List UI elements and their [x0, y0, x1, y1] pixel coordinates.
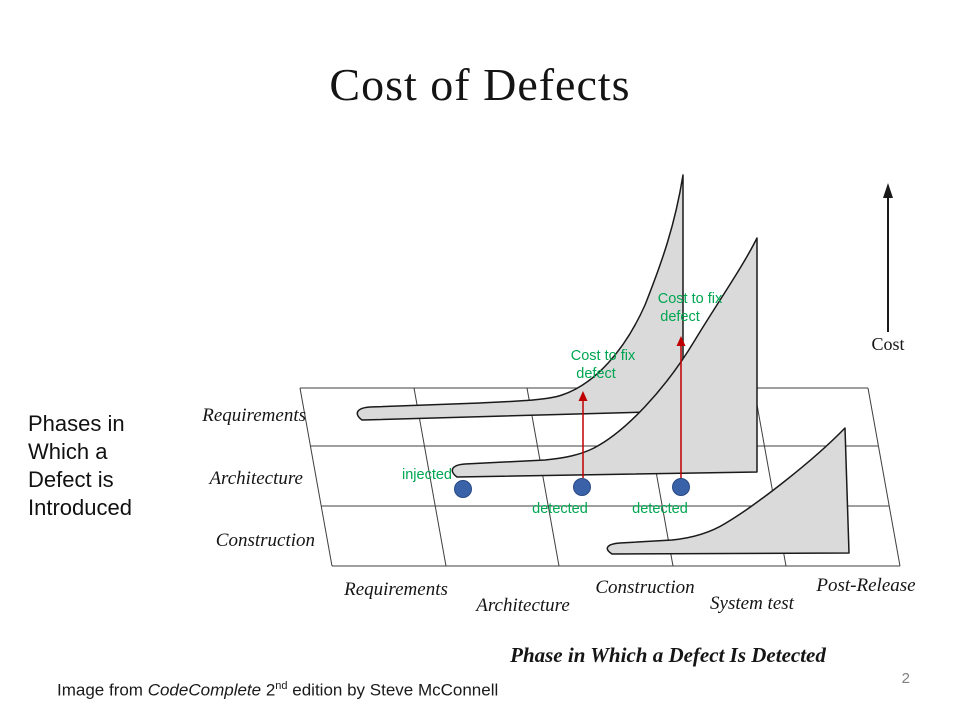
attribution: Image from CodeComplete 2nd edition by S…: [57, 680, 498, 701]
column-label-system-test: System test: [710, 593, 795, 614]
cost-axis-arrow: [883, 183, 893, 332]
cost-to-fix-label-2-line1: Cost to fix: [658, 291, 723, 307]
attribution-edition-number: 2: [261, 680, 276, 700]
phase-introduced-caption: Phases in Which a Defect is Introduced: [28, 411, 132, 520]
fix-arrow-head-1: [578, 391, 588, 401]
cost-to-fix-label-2-line2: defect: [660, 309, 700, 325]
cost-to-fix-label-1-line2: defect: [576, 366, 616, 382]
row-label-requirements: Requirements: [201, 405, 306, 426]
injected-label: injected: [402, 467, 452, 483]
column-label-requirements: Requirements: [343, 579, 448, 600]
page-number: 2: [901, 670, 910, 687]
attribution-prefix: Image from: [57, 680, 148, 700]
attribution-book-title: CodeComplete: [147, 680, 262, 700]
cost-curve-requirements: [356, 174, 684, 421]
cost-axis-label: Cost: [871, 334, 904, 354]
grid-column-line: [867, 387, 901, 567]
cost-curves: [356, 174, 850, 555]
column-label-construction: Construction: [595, 577, 694, 598]
column-label-architecture: Architecture: [474, 595, 570, 616]
defect-dot-detected-2: [672, 478, 690, 496]
grid-column-line: [526, 387, 560, 567]
detected-label-1: detected: [532, 501, 588, 517]
cost-axis-arrowhead: [883, 183, 893, 198]
row-label-construction: Construction: [216, 530, 315, 551]
defect-dot-detected-1: [573, 478, 591, 496]
defect-dot-injected: [454, 480, 472, 498]
attribution-suffix: edition by Steve McConnell: [287, 680, 499, 700]
green-annotations: Cost to fix defect Cost to fix defect in…: [402, 291, 723, 517]
attribution-edition-ordinal: nd: [275, 680, 288, 692]
fix-arrow-head-2: [676, 336, 686, 346]
row-labels: Requirements Architecture Construction: [201, 405, 315, 551]
defect-dots: [454, 478, 690, 498]
cost-to-fix-label-1-line1: Cost to fix: [571, 348, 636, 364]
fix-cost-arrows: [578, 336, 686, 478]
column-labels: Requirements Architecture Construction S…: [343, 575, 915, 616]
diagram-caption: Phase in Which a Defect Is Detected: [509, 643, 826, 667]
row-label-architecture: Architecture: [207, 468, 303, 489]
column-label-post-release: Post-Release: [815, 575, 915, 596]
detected-label-2: detected: [632, 501, 688, 517]
cost-curve-construction: [606, 427, 850, 555]
slide-title: Cost of Defects: [329, 59, 631, 110]
grid-column-line: [299, 387, 333, 567]
